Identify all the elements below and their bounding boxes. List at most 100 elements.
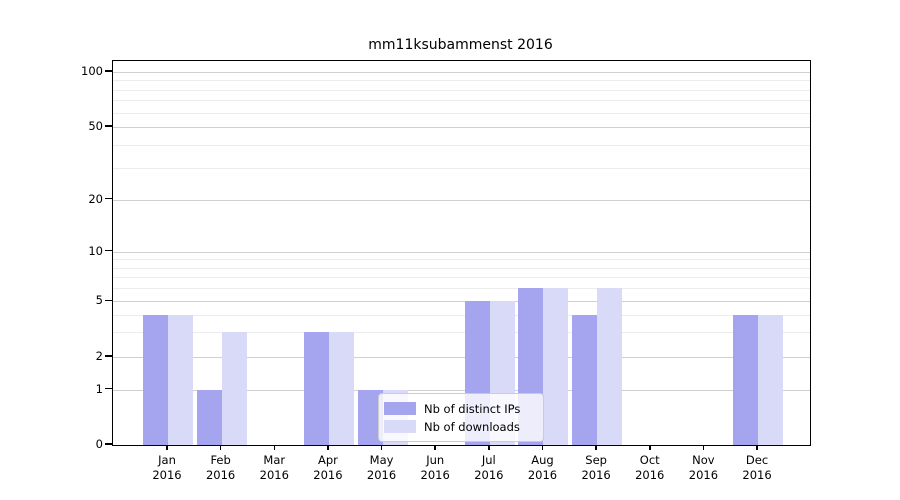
x-label-month: Mar bbox=[263, 453, 286, 467]
y-tick-mark bbox=[105, 387, 112, 390]
x-label-year: 2016 bbox=[581, 468, 611, 482]
x-label-year: 2016 bbox=[474, 468, 504, 482]
y-tick-label: 50 bbox=[88, 119, 103, 134]
x-tick-label: Jun 2016 bbox=[407, 453, 463, 483]
bar-downloads-aug bbox=[543, 288, 569, 445]
plot-area bbox=[112, 60, 811, 446]
gridline-minor bbox=[113, 89, 810, 91]
gridline-minor bbox=[113, 288, 810, 290]
x-label-year: 2016 bbox=[205, 468, 236, 482]
x-tick-label: Sep 2016 bbox=[568, 453, 624, 483]
x-tick-mark bbox=[649, 445, 651, 450]
x-label-year: 2016 bbox=[152, 468, 182, 482]
x-tick-label: Dec 2016 bbox=[729, 453, 785, 483]
bar-distinct-ips-sep bbox=[572, 314, 598, 445]
x-label-month: Jul bbox=[481, 453, 496, 467]
x-tick-label: Aug 2016 bbox=[514, 453, 570, 483]
x-label-year: 2016 bbox=[742, 468, 772, 482]
x-label-year: 2016 bbox=[420, 468, 450, 482]
gridline-major bbox=[113, 199, 810, 201]
y-tick-mark bbox=[105, 70, 112, 72]
x-label-month: Jun bbox=[426, 453, 445, 467]
x-tick-label: May 2016 bbox=[354, 453, 410, 483]
bar-downloads-dec bbox=[758, 314, 784, 445]
x-label-month: Sep bbox=[585, 453, 607, 467]
x-label-month: May bbox=[369, 453, 394, 467]
legend-label: Nb of distinct IPs bbox=[424, 401, 521, 416]
x-tick-label: Jan 2016 bbox=[139, 453, 195, 483]
y-tick-label: 10 bbox=[88, 243, 103, 258]
x-tick-mark bbox=[273, 445, 276, 450]
y-tick-label: 0 bbox=[95, 437, 103, 451]
y-tick-label: 20 bbox=[88, 191, 103, 206]
bar-distinct-ips-dec bbox=[733, 314, 759, 445]
gridline-major bbox=[113, 301, 810, 303]
bar-downloads-apr bbox=[328, 332, 354, 445]
bar-distinct-ips-apr bbox=[303, 332, 329, 445]
x-label-month: Feb bbox=[210, 453, 231, 467]
gridline-minor bbox=[113, 144, 810, 146]
legend: Nb of distinct IPs Nb of downloads bbox=[378, 393, 544, 442]
y-tick-label: 100 bbox=[81, 63, 103, 78]
y-tick-mark bbox=[105, 197, 112, 200]
gridline-minor bbox=[113, 259, 810, 261]
bar-downloads-feb bbox=[221, 332, 247, 445]
chart-title: mm11ksubammenst 2016 bbox=[368, 37, 553, 53]
x-label-year: 2016 bbox=[366, 468, 397, 482]
bar-downloads-jan bbox=[168, 314, 193, 445]
y-tick-mark bbox=[105, 249, 112, 252]
x-label-year: 2016 bbox=[527, 468, 558, 482]
x-tick-label: Apr 2016 bbox=[300, 453, 356, 483]
x-tick-mark bbox=[327, 445, 329, 450]
bar-distinct-ips-jan bbox=[143, 314, 168, 445]
x-tick-label: Nov 2016 bbox=[675, 453, 731, 483]
y-tick-label: 2 bbox=[95, 349, 103, 364]
x-tick-label: Oct 2016 bbox=[622, 453, 678, 483]
y-tick-mark bbox=[105, 125, 112, 127]
gridline-minor bbox=[113, 167, 810, 169]
x-label-month: Dec bbox=[745, 453, 769, 467]
x-tick-mark bbox=[488, 445, 490, 450]
x-label-month: Aug bbox=[531, 453, 554, 467]
x-tick-label: Jul 2016 bbox=[461, 453, 517, 483]
gridline-major bbox=[113, 71, 810, 73]
x-label-month: Apr bbox=[317, 453, 338, 467]
x-label-year: 2016 bbox=[635, 468, 665, 482]
legend-swatch-downloads bbox=[384, 420, 416, 433]
y-tick-label: 1 bbox=[95, 381, 103, 396]
gridline-minor bbox=[113, 267, 810, 269]
x-label-month: Oct bbox=[639, 453, 660, 467]
gridline-minor bbox=[113, 100, 810, 102]
gridline-minor bbox=[113, 332, 810, 334]
legend-item: Nb of distinct IPs bbox=[384, 402, 543, 416]
gridline-major bbox=[113, 251, 810, 253]
gridline-minor bbox=[113, 277, 810, 279]
x-tick-mark bbox=[219, 445, 222, 450]
x-tick-mark bbox=[595, 445, 597, 450]
gridline-minor bbox=[113, 112, 810, 114]
gridline-major bbox=[113, 127, 810, 129]
y-tick-mark bbox=[105, 355, 112, 357]
x-label-month: Nov bbox=[692, 453, 715, 467]
legend-swatch-distinct-ips bbox=[384, 402, 416, 415]
y-tick-mark bbox=[105, 443, 112, 445]
x-tick-mark bbox=[702, 445, 705, 450]
gridline-major bbox=[113, 357, 810, 359]
legend-item: Nb of downloads bbox=[384, 420, 543, 434]
x-tick-mark bbox=[434, 445, 436, 450]
gridline-major bbox=[113, 389, 810, 391]
x-tick-label: Feb 2016 bbox=[193, 453, 249, 483]
y-tick-mark bbox=[105, 299, 112, 302]
x-tick-mark bbox=[541, 445, 544, 450]
x-tick-label: Mar 2016 bbox=[246, 453, 302, 483]
x-label-year: 2016 bbox=[688, 468, 719, 482]
x-label-year: 2016 bbox=[259, 468, 289, 482]
x-tick-mark bbox=[756, 445, 758, 450]
gridline-minor bbox=[113, 80, 810, 82]
x-label-year: 2016 bbox=[313, 468, 343, 482]
gridline-minor bbox=[113, 314, 810, 316]
x-label-month: Jan bbox=[158, 453, 176, 467]
x-tick-mark bbox=[380, 445, 383, 450]
x-tick-mark bbox=[166, 445, 168, 450]
